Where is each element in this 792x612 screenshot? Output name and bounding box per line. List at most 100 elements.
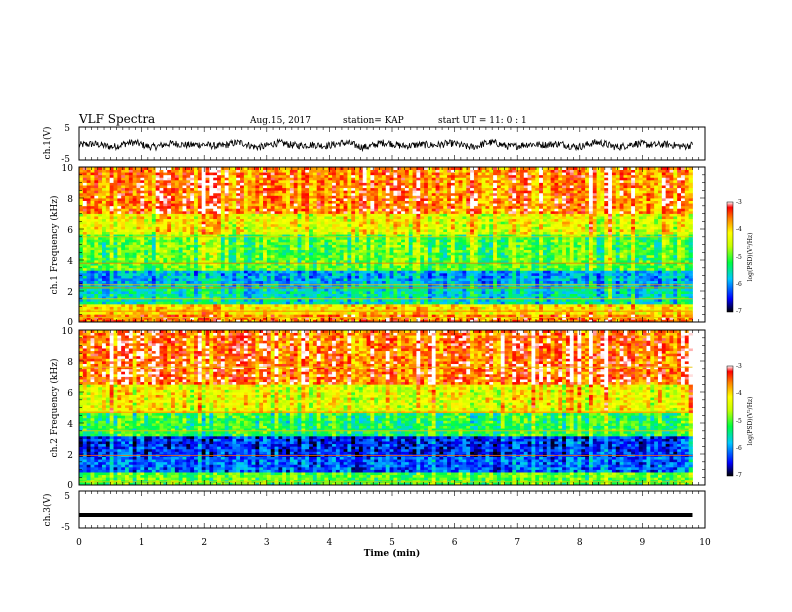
ch1-spectrogram-cell [416,260,420,263]
ch1-spectrogram-cell [98,276,102,279]
ch1-spectrogram-cell [190,270,194,273]
ch1-spectrogram-cell [643,273,647,276]
ch1-spectrogram-cell [359,265,363,268]
ch1-spectrogram-cell [313,312,317,315]
ch1-spectrogram-cell [229,255,233,258]
ch1-spectrogram-cell [505,276,509,279]
ch1-spectrogram-cell [83,273,87,276]
ch1-spectrogram-cell [539,273,543,276]
ch1-spectrogram-cell [248,276,252,279]
ch1-spectrogram-cell [608,281,612,284]
ch1-spectrogram-cell [359,312,363,315]
ch1-spectrogram-cell [267,260,271,263]
ch1-spectrogram-cell [531,252,535,255]
ch1-spectrogram-cell [451,304,455,307]
ch1-spectrogram-cell [436,309,440,312]
ch1-spectrogram-cell [244,288,248,291]
ch1-spectrogram-cell [654,242,658,245]
ch1-spectrogram-cell [585,307,589,310]
ch1-spectrogram-cell [386,242,390,245]
ch1-spectrogram-cell [635,268,639,271]
ch1-spectrogram-cell [428,265,432,268]
ch1-spectrogram-cell [455,288,459,291]
ch1-spectrogram-cell [344,291,348,294]
ch1-spectrogram-cell [305,294,309,297]
ch1-spectrogram-cell [313,278,317,281]
ch1-spectrogram-cell [562,286,566,289]
ch1-spectrogram-cell [121,309,125,312]
ch1-spectrogram-cell [597,255,601,258]
ch1-spectrogram-cell [336,265,340,268]
ch1-spectrogram-cell [666,294,670,297]
ch1-spectrogram-cell [225,291,229,294]
ch1-spectrogram-cell [528,255,532,258]
ch1-spectrogram-cell [179,250,183,253]
ch1-spectrogram-cell [493,281,497,284]
ch1-spectrogram-cell [167,260,171,263]
ch1-spectrogram-cell [160,309,164,312]
ch1-spectrogram-cell [175,278,179,281]
ch1-spectrogram-cell [137,268,141,271]
ch1-spectrogram-cell [382,276,386,279]
ch1-spectrogram-cell [485,294,489,297]
ch1-spectrogram-cell [382,312,386,315]
ch1-spectrogram-cell [439,242,443,245]
ch1-spectrogram-cell [275,278,279,281]
ch1-spectrogram-cell [401,276,405,279]
ch1-spectrogram-cell [225,314,229,317]
ch1-spectrogram-cell [206,268,210,271]
ch1-spectrogram-cell [252,270,256,273]
ch1-spectrogram-cell [225,276,229,279]
ch1-spectrogram-cell [516,245,520,248]
ch1-spectrogram-cell [574,291,578,294]
ch1-spectrogram-cell [612,312,616,315]
ch1-spectrogram-cell [114,307,118,310]
ch1-spectrogram-cell [646,250,650,253]
ch1-spectrogram-cell [677,257,681,260]
ch1-spectrogram-cell [623,257,627,260]
ch1-spectrogram-cell [401,304,405,307]
ch1-spectrogram-cell [163,278,167,281]
ch1-spectrogram-cell [248,312,252,315]
ch1-spectrogram-cell [424,301,428,304]
ch1-spectrogram-cell [474,314,478,317]
ch1-spectrogram-cell [600,252,604,255]
ch1-spectrogram-cell [324,270,328,273]
ch1-spectrogram-cell [133,301,137,304]
ch1-spectrogram-cell [662,278,666,281]
ch1-spectrogram-cell [317,281,321,284]
ch1-spectrogram-cell [236,286,240,289]
ch1-spectrogram-cell [405,304,409,307]
ch1-spectrogram-cell [244,265,248,268]
ch1-spectrogram-cell [290,278,294,281]
ch1-spectrogram-cell [102,307,106,310]
ch1-spectrogram-cell [608,245,612,248]
ch1-spectrogram-cell [301,257,305,260]
ch1-spectrogram-cell [608,265,612,268]
ch1-spectrogram-cell [309,250,313,253]
ch1-spectrogram-cell [643,270,647,273]
ch1-spectrogram-cell [367,257,371,260]
ch1-spectrogram-cell [577,252,581,255]
ch1-spectrogram-cell [543,265,547,268]
ch1-spectrogram-cell [148,294,152,297]
ch1-spectrogram-cell [390,270,394,273]
ch1-spectrogram-cell [470,286,474,289]
ch1-spectrogram-cell [114,242,118,245]
ch1-spectrogram-cell [290,260,294,263]
ch1-spectrogram-cell [466,252,470,255]
ch1-spectrogram-cell [213,312,217,315]
ch1-spectrogram-cell [570,291,574,294]
ch1-spectrogram-cell [604,294,608,297]
ch1-spectrogram-cell [156,314,160,317]
ch1-spectrogram-cell [98,307,102,310]
ch1-spectrogram-cell [574,273,578,276]
ch1-spectrogram-cell [612,273,616,276]
ch1-spectrogram-cell [485,276,489,279]
ch1-spectrogram-cell [114,288,118,291]
ch1-spectrogram-cell [443,304,447,307]
ch1-spectrogram-cell [359,250,363,253]
ch1-spectrogram-cell [110,304,114,307]
ch1-spectrogram-cell [466,278,470,281]
ch1-spectrogram-cell [409,276,413,279]
